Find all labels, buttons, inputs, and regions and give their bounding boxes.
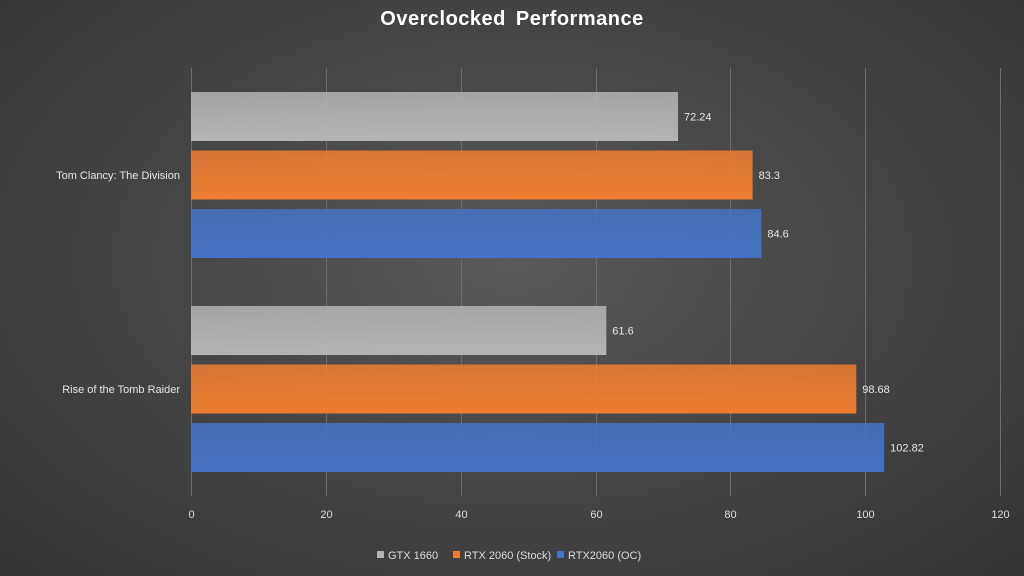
- legend-swatch-2: [453, 551, 460, 558]
- axis-layer: 0 20 40 60 80 100 120 Tom Clancy: The Division R…: [56, 170, 1010, 521]
- x-tick-label: 40: [455, 509, 467, 521]
- bar-2-1: [191, 150, 753, 200]
- x-tick-label: 60: [590, 509, 602, 521]
- bar-2-2: [191, 364, 857, 414]
- x-tick-label: 100: [856, 509, 874, 521]
- bar-layer: [191, 92, 885, 472]
- data-label: 98.68: [862, 384, 890, 396]
- bar-3-1: [191, 209, 762, 258]
- data-label: 61.6: [612, 326, 633, 338]
- bar-1-1: [191, 92, 679, 141]
- legend: GTX 1660 RTX 2060 (Stock) RTX2060 (OC): [377, 550, 641, 562]
- data-label: 102.82: [890, 443, 924, 455]
- category-label: Tom Clancy: The Division: [56, 170, 180, 182]
- legend-label-3: RTX2060 (OC): [568, 550, 641, 562]
- x-tick-label: 80: [724, 509, 736, 521]
- x-tick-label: 20: [320, 509, 332, 521]
- chart-title: Overclocked Performance: [380, 8, 644, 30]
- legend-swatch-1: [377, 551, 384, 558]
- data-label: 72.24: [684, 112, 712, 124]
- legend-label-1: GTX 1660: [388, 550, 438, 562]
- legend-swatch-3: [557, 551, 564, 558]
- bar-1-2: [191, 306, 607, 355]
- data-label: 83.3: [759, 170, 780, 182]
- x-tick-label: 120: [991, 509, 1009, 521]
- category-label: Rise of the Tomb Raider: [62, 384, 180, 396]
- label-layer: 72.24 83.3 84.6 61.6 98.68 102.82: [612, 112, 924, 455]
- data-label: 84.6: [767, 229, 788, 241]
- legend-label-2: RTX 2060 (Stock): [464, 550, 551, 562]
- x-tick-label: 0: [188, 509, 194, 521]
- bar-3-2: [191, 423, 885, 472]
